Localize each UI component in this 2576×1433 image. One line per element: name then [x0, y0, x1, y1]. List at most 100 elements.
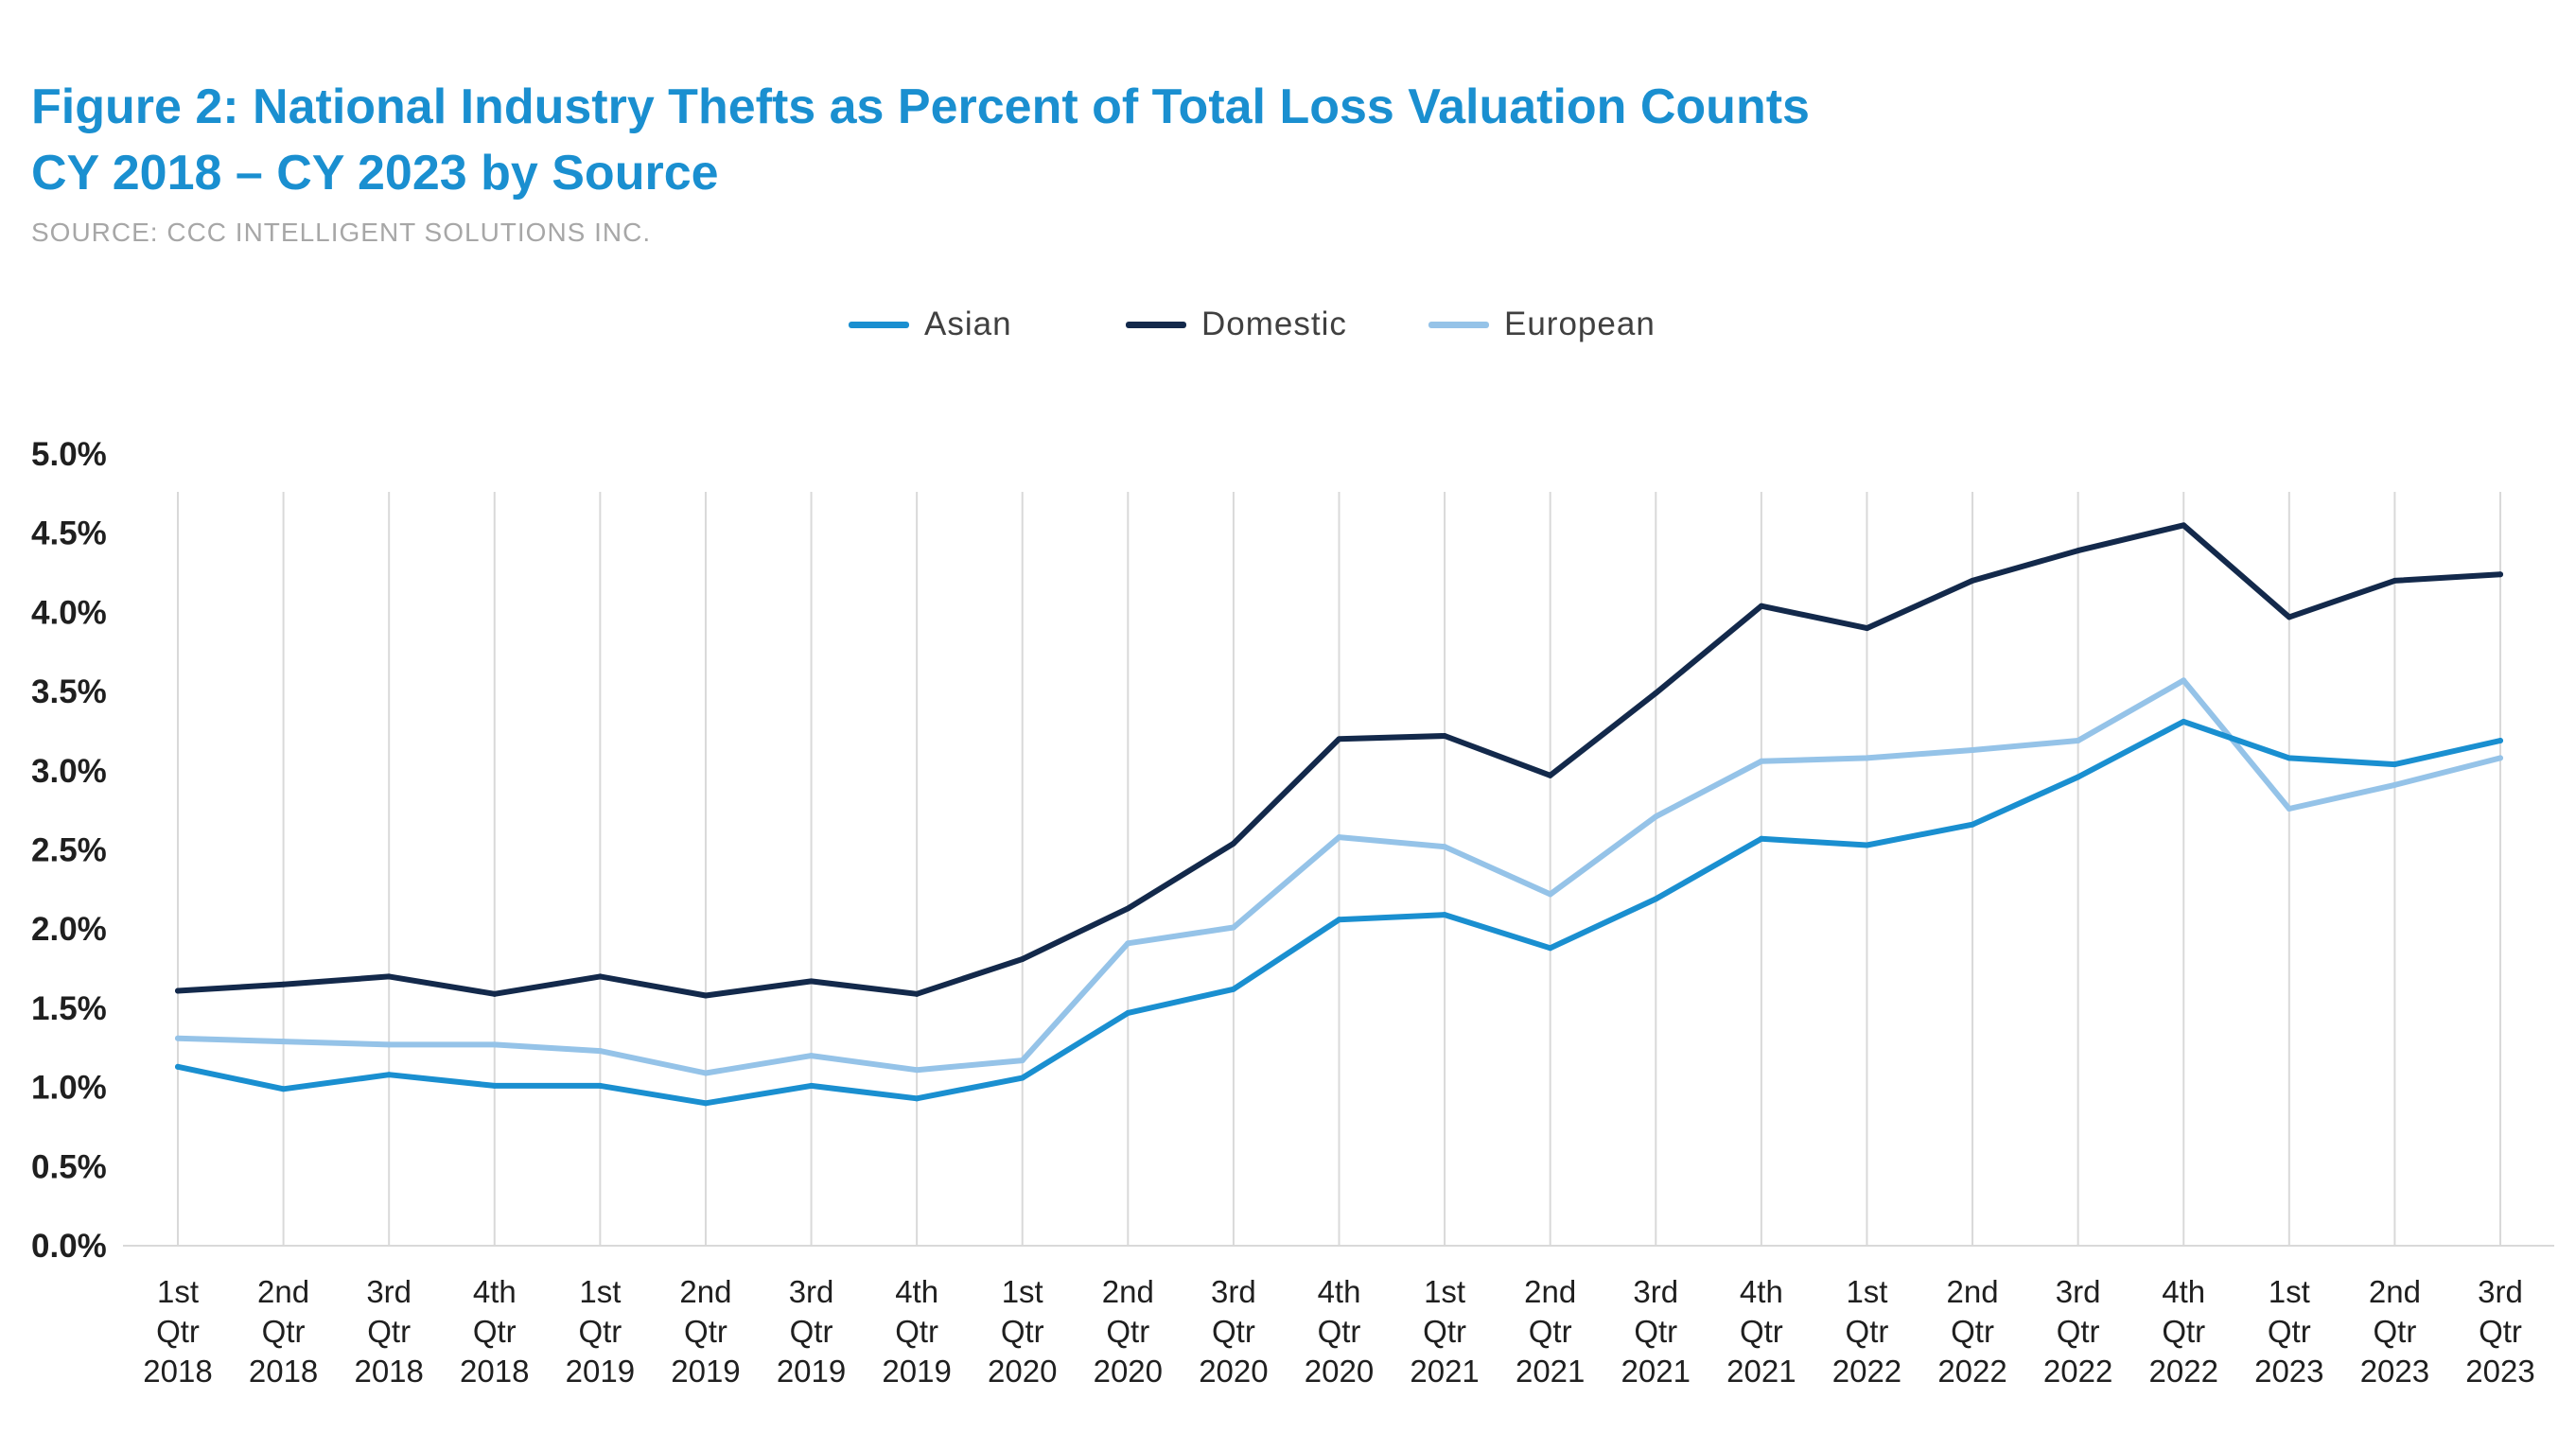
y-tick-label: 4.0%: [31, 594, 107, 631]
x-tick-label: 2021: [1726, 1354, 1796, 1389]
legend-label-domestic: Domestic: [1201, 306, 1347, 342]
data-point-domestic: [2286, 614, 2292, 620]
x-tick-label: Qtr: [2057, 1314, 2100, 1349]
x-tick-label: 2023: [2360, 1354, 2429, 1389]
data-point-asian: [2286, 755, 2292, 761]
chart-title-line-1: Figure 2: National Industry Thefts as Pe…: [31, 79, 1810, 134]
x-tick-label: 2021: [1516, 1354, 1585, 1389]
y-tick-label: 2.5%: [31, 832, 107, 869]
x-tick-label: Qtr: [1001, 1314, 1044, 1349]
x-tick-label: Qtr: [895, 1314, 938, 1349]
x-tick-label: Qtr: [1106, 1314, 1149, 1349]
data-point-domestic: [386, 973, 393, 980]
data-point-european: [386, 1041, 393, 1048]
x-tick-label: 2019: [882, 1354, 951, 1389]
data-point-european: [491, 1041, 498, 1048]
y-tick-label: 3.0%: [31, 753, 107, 790]
legend-item-european: European: [1428, 301, 1656, 348]
data-point-european: [2075, 737, 2081, 743]
chart-subtitle: SOURCE: CCC INTELLIGENT SOLUTIONS INC.: [31, 218, 652, 247]
data-point-asian: [175, 1063, 181, 1070]
y-tick-label: 2.0%: [31, 911, 107, 948]
data-point-european: [1547, 891, 1553, 898]
data-point-asian: [1230, 986, 1236, 992]
data-point-asian: [2497, 737, 2503, 743]
data-point-domestic: [2075, 548, 2081, 554]
x-tick-label: Qtr: [473, 1314, 517, 1349]
x-tick-label: 2nd: [1524, 1274, 1576, 1309]
x-tick-label: Qtr: [2373, 1314, 2416, 1349]
x-tick-label: 1st: [1846, 1274, 1887, 1309]
data-point-domestic: [702, 992, 709, 999]
data-point-european: [175, 1035, 181, 1041]
data-point-asian: [914, 1095, 920, 1102]
x-tick-label: 2022: [1832, 1354, 1901, 1389]
x-tick-label: 2020: [1199, 1354, 1268, 1389]
data-point-european: [1125, 940, 1131, 947]
x-tick-label: 4th: [1740, 1274, 1783, 1309]
data-point-european: [1442, 844, 1448, 850]
x-tick-label: Qtr: [2268, 1314, 2311, 1349]
x-tick-label: Qtr: [684, 1314, 727, 1349]
chart-legend: Asian Domestic European: [0, 301, 2576, 348]
x-tick-label: 2022: [1937, 1354, 2006, 1389]
x-tick-label: 2021: [1621, 1354, 1691, 1389]
x-tick-label: 4th: [473, 1274, 517, 1309]
data-point-domestic: [1442, 732, 1448, 739]
series-lines: [175, 522, 2503, 1107]
data-point-asian: [2075, 774, 2081, 780]
x-tick-label: 2023: [2254, 1354, 2323, 1389]
x-tick-label: 3rd: [789, 1274, 834, 1309]
data-point-asian: [1547, 945, 1553, 952]
x-tick-label: 2nd: [2369, 1274, 2421, 1309]
data-point-domestic: [914, 990, 920, 997]
data-point-european: [2497, 755, 2503, 761]
chart-title-line-2: CY 2018 – CY 2023 by Source: [31, 146, 719, 201]
data-point-asian: [386, 1072, 393, 1078]
data-point-domestic: [1230, 840, 1236, 847]
x-tick-label: Qtr: [1634, 1314, 1677, 1349]
x-tick-label: 2020: [1305, 1354, 1374, 1389]
data-point-domestic: [1336, 736, 1342, 743]
legend-swatch-asian: [849, 321, 909, 328]
data-point-domestic: [2181, 522, 2187, 529]
data-point-asian: [491, 1082, 498, 1089]
x-tick-label: Qtr: [2162, 1314, 2205, 1349]
y-tick-label: 1.0%: [31, 1070, 107, 1107]
x-tick-label: 2018: [354, 1354, 423, 1389]
x-tick-label: Qtr: [1846, 1314, 1889, 1349]
data-point-asian: [808, 1082, 815, 1089]
data-point-domestic: [1758, 603, 1764, 609]
data-point-domestic: [1125, 905, 1131, 912]
data-point-european: [1864, 755, 1870, 761]
x-tick-label: Qtr: [156, 1314, 200, 1349]
x-tick-label: 3rd: [2056, 1274, 2101, 1309]
x-tick-label: Qtr: [262, 1314, 306, 1349]
data-point-domestic: [1547, 772, 1553, 778]
x-tick-label: 1st: [157, 1274, 199, 1309]
data-point-european: [2286, 805, 2292, 812]
data-point-asian: [597, 1082, 604, 1089]
x-tick-label: 2020: [988, 1354, 1057, 1389]
data-point-asian: [702, 1100, 709, 1107]
x-tick-label: 2021: [1410, 1354, 1479, 1389]
x-tick-label: 1st: [1002, 1274, 1043, 1309]
x-tick-label: 2018: [249, 1354, 318, 1389]
data-point-asian: [1970, 821, 1976, 828]
data-point-european: [1019, 1057, 1025, 1064]
x-tick-label: 2nd: [1102, 1274, 1154, 1309]
data-point-domestic: [175, 987, 181, 994]
legend-label-asian: Asian: [924, 306, 1012, 342]
data-point-european: [808, 1053, 815, 1059]
legend-label-european: European: [1504, 306, 1656, 342]
data-point-domestic: [491, 990, 498, 997]
data-point-asian: [1125, 1009, 1131, 1016]
legend-swatch-european: [1428, 321, 1489, 328]
data-point-european: [280, 1039, 287, 1045]
data-point-domestic: [597, 973, 604, 980]
legend-item-domestic: Domestic: [1126, 301, 1347, 348]
y-tick-label: 0.0%: [31, 1228, 107, 1265]
data-point-asian: [1442, 912, 1448, 918]
x-tick-label: 2018: [143, 1354, 212, 1389]
x-tick-label: 3rd: [1211, 1274, 1256, 1309]
